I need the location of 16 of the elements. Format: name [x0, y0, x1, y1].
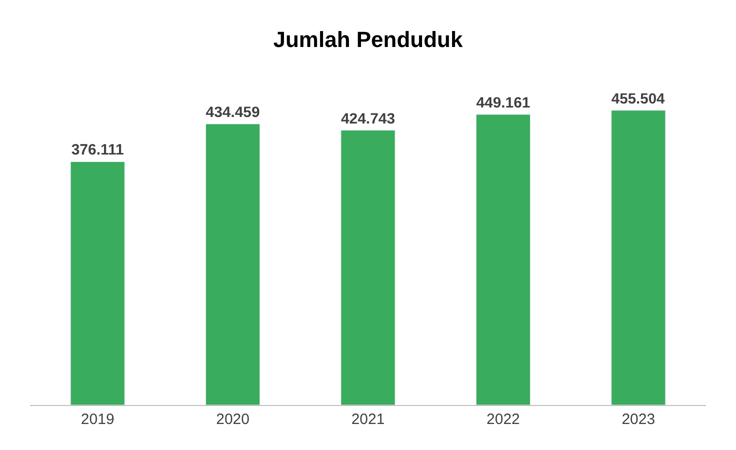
x-tick-label: 2023	[622, 411, 656, 428]
data-label: 376.111	[71, 142, 124, 159]
x-tick-label: 2021	[351, 411, 385, 428]
bar	[340, 130, 396, 405]
x-tick-label: 2019	[80, 411, 114, 428]
data-label: 424.743	[341, 110, 395, 128]
chart-title: Jumlah Penduduk	[273, 26, 464, 52]
bar	[476, 114, 530, 405]
bar	[611, 110, 666, 405]
bar	[70, 161, 125, 405]
data-label: 449.161	[476, 94, 530, 112]
data-label: 434.459	[206, 104, 260, 121]
data-label: 455.504	[611, 91, 666, 108]
x-tick-label: 2022	[486, 411, 520, 428]
bar	[206, 124, 260, 405]
x-tick-label: 2020	[216, 411, 250, 428]
